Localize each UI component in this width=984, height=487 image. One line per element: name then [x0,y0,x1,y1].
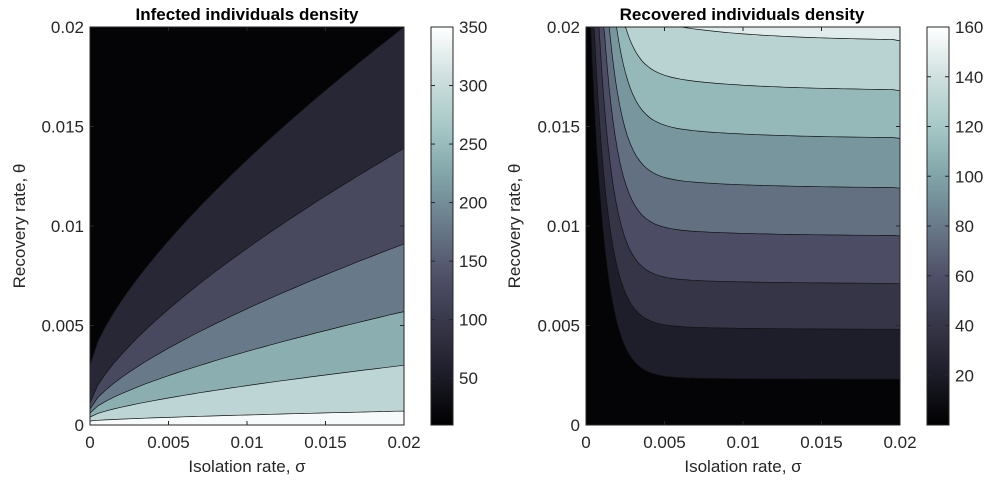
colorbar-tick-label: 120 [955,118,983,137]
infected-contour-band [90,365,404,421]
infected-x-axis-label: Isolation rate, σ [188,457,306,476]
infected-colorbar: 50 100 150 200 250 300 350 [430,18,487,426]
y-tick-label: 0 [75,416,84,435]
x-tick-label: 0 [85,433,94,452]
colorbar-tick-label: 40 [955,317,974,336]
infected-y-ticks: 0 0.005 0.01 0.015 0.02 [41,18,404,435]
recovered-density-plot: Recovered individuals density 0 0.005 0.01… [505,5,983,476]
recovered-contour-line [593,26,901,330]
infected-contour-line [89,311,405,414]
x-tick-label: 0.01 [726,433,759,452]
x-tick-label: 0.015 [304,433,347,452]
colorbar-tick-label: 350 [459,18,487,37]
y-tick-label: 0 [571,416,580,435]
recovered-colorbar: 20 40 60 80 100 120 140 160 [926,18,983,426]
infected-contour-band [90,148,404,410]
infected-x-ticks: 0 0.005 0.01 0.015 0.02 [85,27,421,452]
infected-contour-line [89,26,405,366]
colorbar-tick-label: 20 [955,366,974,385]
recovered-contour-line [598,26,901,285]
x-tick-label: 0.01 [230,433,263,452]
recovered-contour-band [593,27,900,330]
colorbar-tick-label: 60 [955,267,974,286]
colorbar-tick-label: 100 [955,167,983,186]
x-tick-label: 0.02 [883,433,916,452]
infected-contour-line [89,410,405,422]
infected-y-axis-label: Recovery rate, θ [10,164,29,289]
recovered-y-ticks: 0 0.005 0.01 0.015 0.02 [537,18,900,435]
y-tick-label: 0.015 [537,118,580,137]
recovered-plot-title: Recovered individuals density [620,5,865,24]
y-tick-label: 0.005 [537,317,580,336]
recovered-x-ticks: 0 0.005 0.01 0.015 0.02 [581,27,917,452]
x-tick-label: 0.005 [147,433,190,452]
x-tick-label: 0.005 [643,433,686,452]
infected-density-plot: Infected individuals density 0 0.005 0.01 0… [10,5,487,476]
y-tick-label: 0.01 [51,217,84,236]
recovered-contour-line [603,26,901,237]
colorbar-tick-label: 250 [459,135,487,154]
y-tick-label: 0.015 [41,118,84,137]
y-tick-label: 0.005 [41,317,84,336]
y-tick-label: 0.02 [547,18,580,37]
recovered-contour-line [590,26,901,380]
recovered-contour-band [608,27,900,189]
recovered-contour-regions [586,27,900,425]
recovered-contour-band [603,27,900,236]
colorbar-tick-label: 100 [459,311,487,330]
infected-contour-line [89,364,405,418]
recovered-contour-line [614,26,901,139]
colorbar-tick-label: 50 [459,369,478,388]
recovered-contour-band [620,27,900,91]
recovered-x-axis-label: Isolation rate, σ [684,457,802,476]
infected-contour-band [90,243,404,414]
recovered-contour-band [614,27,900,139]
recovered-contour-line [620,26,901,92]
recovered-contour-band [598,27,900,284]
x-tick-label: 0.015 [800,433,843,452]
infected-plot-title: Infected individuals density [136,5,359,24]
recovered-contour-band [586,27,900,425]
recovered-contour-lines [590,26,901,380]
infected-contour-regions [90,27,404,425]
recovered-contour-line [608,26,901,189]
colorbar-tick-label: 200 [459,194,487,213]
infected-contour-line [89,243,405,410]
recovered-contour-band [590,27,900,380]
colorbar-gradient [430,26,454,426]
y-tick-label: 0.01 [547,217,580,236]
colorbar-tick-label: 80 [955,217,974,236]
infected-contour-line [89,148,405,404]
x-tick-label: 0 [581,433,590,452]
infected-contour-lines [89,26,405,422]
y-tick-label: 0.02 [51,18,84,37]
recovered-contour-band [631,27,900,41]
colorbar-tick-label: 160 [955,18,983,37]
infected-contour-band [90,311,404,417]
recovered-y-axis-label: Recovery rate, θ [505,164,524,289]
colorbar-tick-label: 150 [459,252,487,271]
infected-contour-band [90,27,404,366]
colorbar-tick-label: 300 [459,77,487,96]
x-tick-label: 0.02 [387,433,420,452]
colorbar-tick-label: 140 [955,68,983,87]
